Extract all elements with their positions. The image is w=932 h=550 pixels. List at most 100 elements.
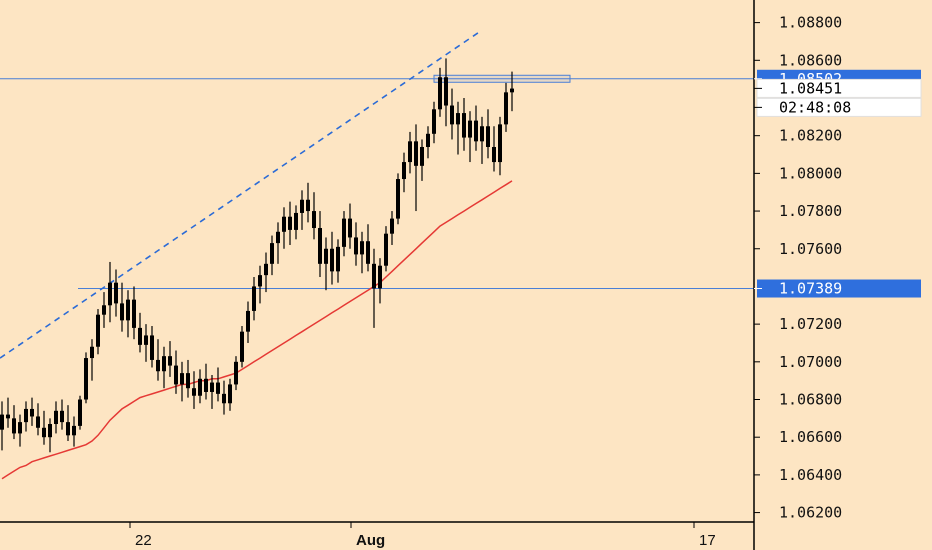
candle-body (414, 141, 418, 166)
candle-body (84, 358, 88, 400)
current-price-badge: 1.08451 (754, 78, 922, 98)
candle (306, 182, 310, 223)
candle (30, 397, 34, 426)
candle-body (120, 303, 124, 321)
time-axis: 22 Aug 17 (0, 521, 754, 549)
candle-body (456, 113, 460, 125)
candle (288, 201, 292, 245)
candle (126, 290, 130, 338)
time-tick-label: 17 (699, 532, 716, 549)
candle (162, 346, 166, 389)
candle-body (408, 141, 412, 163)
candle-body (6, 414, 10, 419)
candle (462, 97, 466, 151)
candle (144, 324, 148, 362)
candle (228, 378, 232, 411)
candle-body (186, 373, 190, 389)
candle (66, 405, 70, 441)
candle (498, 116, 502, 176)
candle-body (42, 427, 46, 438)
candle (48, 418, 52, 453)
candle-body (18, 422, 22, 434)
candle-body (204, 378, 208, 392)
candle-body (420, 146, 424, 166)
candle-body (240, 331, 244, 362)
candle (480, 116, 484, 164)
candle (372, 248, 376, 328)
candle-body (132, 299, 136, 328)
candle (198, 369, 202, 404)
candle-body (0, 414, 4, 430)
candle (186, 359, 190, 398)
candle-body (96, 314, 100, 347)
candle (168, 341, 172, 377)
candle-body (156, 359, 160, 372)
candle (174, 350, 178, 394)
candle-body (54, 410, 58, 425)
candle (432, 101, 436, 144)
candle (204, 363, 208, 400)
candle (240, 326, 244, 368)
candle (36, 403, 40, 436)
candle (456, 101, 460, 155)
candle-body (12, 418, 16, 434)
candle (108, 261, 112, 323)
candle (420, 139, 424, 181)
candle (54, 401, 58, 434)
candle-body (150, 335, 154, 360)
candle-body (216, 382, 220, 394)
candle (192, 371, 196, 409)
candle-body (162, 356, 166, 372)
candle-body (210, 382, 214, 392)
candle-body (270, 243, 274, 264)
candle (270, 235, 274, 276)
candle (252, 277, 256, 321)
candle (120, 282, 124, 332)
candle (360, 231, 364, 274)
candle-body (24, 408, 28, 423)
candle-body (108, 282, 112, 306)
support-badge-label: 1.07389 (779, 280, 842, 298)
candle-body (486, 126, 490, 147)
candle-body (450, 105, 454, 125)
candle (312, 192, 316, 240)
candle (18, 414, 22, 447)
trendline (0, 29, 483, 359)
countdown-badge-label: 02:48:08 (779, 98, 851, 116)
price-tick-label: 1.06600 (779, 428, 842, 446)
candle (366, 224, 370, 272)
candle (84, 352, 88, 404)
current-price-badge-label: 1.08451 (779, 79, 842, 97)
candle (6, 397, 10, 428)
candle (90, 339, 94, 381)
candle-body (276, 231, 280, 244)
price-tick-label: 1.08800 (779, 14, 842, 32)
candle (492, 126, 496, 172)
candle-body (234, 361, 238, 385)
candle-body (498, 124, 502, 163)
candle (450, 88, 454, 140)
candle-body (342, 218, 346, 247)
support-badge: 1.07389 (754, 279, 921, 298)
candle (342, 211, 346, 257)
candle (96, 309, 100, 355)
candle-body (294, 212, 298, 230)
candle-body (312, 211, 316, 229)
candle-body (462, 113, 466, 138)
candle-body (366, 241, 370, 264)
candle-body (390, 218, 394, 234)
candle-body (354, 237, 358, 255)
candle (246, 301, 250, 343)
time-tick-label: 22 (135, 532, 152, 549)
candle (258, 265, 262, 304)
candle (12, 405, 16, 440)
candle (426, 126, 430, 159)
candle (348, 203, 352, 249)
candle-body (102, 305, 106, 315)
price-tick-label: 1.08600 (779, 51, 842, 69)
candle-body (114, 282, 118, 304)
candle-body (252, 286, 256, 311)
